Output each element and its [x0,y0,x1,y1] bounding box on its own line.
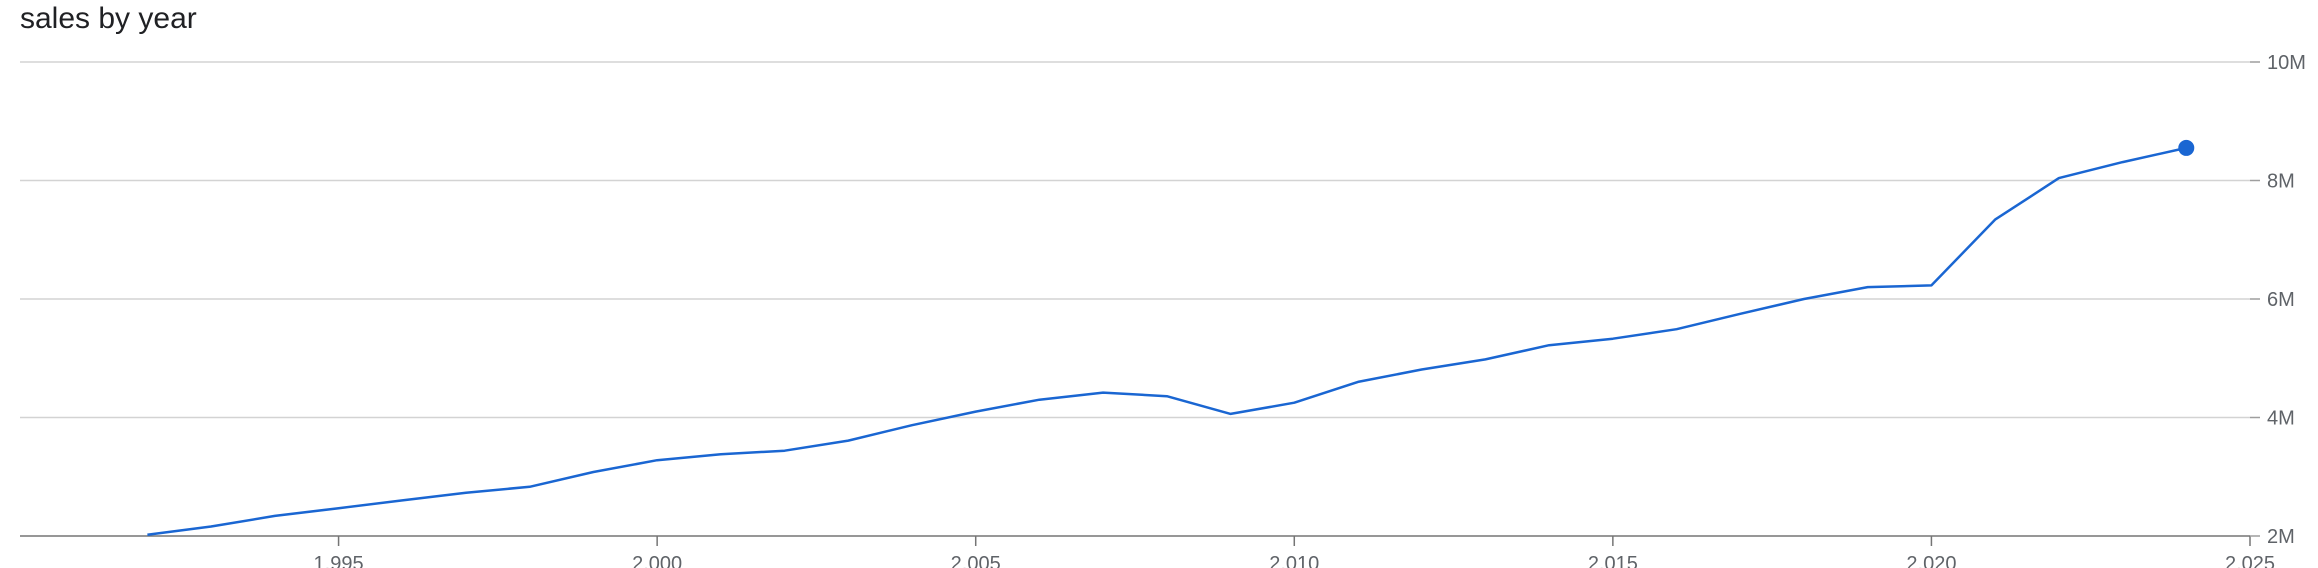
y-tick-label: 8M [2267,171,2295,193]
x-tick-label: 2,020 [1906,553,1956,568]
x-tick-label: 1,995 [314,553,364,568]
x-tick-label: 2,010 [1269,553,1319,568]
x-tick-label: 2,015 [1588,553,1638,568]
y-tick-label: 10M [2267,52,2306,74]
y-tick-label: 6M [2267,289,2295,311]
last-point-marker[interactable] [2178,139,2195,156]
series-line [147,146,2187,537]
y-tick-label: 2M [2267,526,2295,548]
x-tick-label: 2,005 [951,553,1001,568]
y-tick-labels: 2M 4M 6M 8M 10M [2250,52,2306,548]
x-tick-label: 2,000 [632,553,682,568]
chart-title: sales by year [20,2,197,35]
series-group [147,139,2195,537]
x-tick-labels: 1,995 2,000 2,005 2,010 2,015 2,020 2,025 [314,536,2275,568]
gridlines [20,61,2250,419]
x-tick-label: 2,025 [2225,553,2275,568]
y-tick-label: 4M [2267,408,2295,430]
